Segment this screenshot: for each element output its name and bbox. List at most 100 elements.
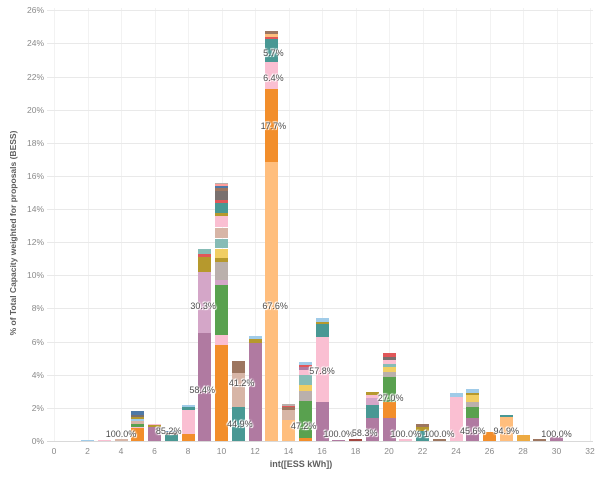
bar-segment[interactable] [265,88,279,162]
bar-segment[interactable] [215,187,228,191]
bar-segment[interactable] [131,424,145,428]
bar-segment[interactable] [198,272,212,334]
bar-segment[interactable] [365,397,379,406]
bar-segment[interactable] [215,335,228,345]
bar-segment[interactable] [466,401,480,407]
bar-segment[interactable] [215,344,228,441]
bar-segment[interactable] [248,339,262,344]
bar-segment[interactable] [215,212,228,216]
bar-segment[interactable] [265,38,279,63]
bar-segment[interactable] [231,372,245,407]
bar-segment[interactable] [282,406,295,411]
bar-segment[interactable] [298,361,312,365]
bar-segment[interactable] [382,401,396,419]
bar-segment[interactable] [265,161,279,441]
bar-segment[interactable] [282,404,295,406]
bar-segment[interactable] [516,435,530,441]
bar-segment[interactable] [298,364,312,368]
bar-segment[interactable] [298,369,312,375]
bar-segment[interactable] [298,401,312,438]
bar-segment[interactable] [215,190,228,200]
bar-segment[interactable] [215,280,228,286]
bar-segment[interactable] [365,391,379,396]
bar-segment[interactable] [483,431,496,441]
bar-segment[interactable] [97,439,111,441]
bar-segment[interactable] [382,363,396,367]
bar-segment[interactable] [298,391,312,402]
bar-segment[interactable] [315,318,329,322]
bar-segment[interactable] [298,437,312,441]
bar-segment[interactable] [131,427,145,429]
bar-segment[interactable] [198,257,212,272]
bar-segment[interactable] [215,199,228,203]
bar-segment[interactable] [466,406,480,419]
bar-segment[interactable] [533,439,547,441]
bar-segment[interactable] [215,262,228,281]
bar-segment[interactable] [416,431,429,441]
bar-segment[interactable] [114,439,128,441]
bar-segment[interactable] [81,439,94,441]
bar-segment[interactable] [215,258,228,263]
bar-segment[interactable] [181,404,195,407]
bar-segment[interactable] [382,356,396,360]
bar-segment[interactable] [416,426,429,431]
bar-segment[interactable] [332,439,346,441]
bar-segment[interactable] [131,421,145,425]
bar-segment[interactable] [181,433,195,441]
bar-segment[interactable] [499,416,513,441]
bar-segment[interactable] [282,405,295,407]
bar-segment[interactable] [164,431,178,433]
bar-segment[interactable] [382,366,396,372]
bar-segment[interactable] [265,36,279,39]
bar-segment[interactable] [215,184,228,186]
bar-segment[interactable] [365,395,379,398]
bar-segment[interactable] [215,215,228,228]
bar-segment[interactable] [365,405,379,419]
bar-segment[interactable] [181,406,195,410]
bar-segment[interactable] [164,435,178,441]
bar-segment[interactable] [215,238,228,249]
bar-segment[interactable] [181,410,195,434]
bar-segment[interactable] [131,415,145,418]
bar-segment[interactable] [148,423,161,425]
bar-segment[interactable] [449,392,463,397]
bar-segment[interactable] [349,438,362,441]
bar-segment[interactable] [198,248,212,255]
bar-segment[interactable] [416,424,429,427]
bar-segment[interactable] [432,439,446,441]
bar-segment[interactable] [466,388,480,393]
bar-segment[interactable] [231,360,245,373]
bar-segment[interactable] [231,406,245,441]
bar-segment[interactable] [382,360,396,364]
bar-segment[interactable] [198,254,212,258]
bar-segment[interactable] [131,417,145,419]
bar-segment[interactable] [265,62,279,89]
bar-segment[interactable] [248,343,262,441]
bar-segment[interactable] [198,333,212,441]
bar-segment[interactable] [382,418,396,441]
bar-segment[interactable] [315,402,329,441]
bar-segment[interactable] [399,439,413,441]
bar-segment[interactable] [215,248,228,259]
bar-segment[interactable] [282,420,295,441]
bar-segment[interactable] [131,418,145,422]
bar-segment[interactable] [550,436,563,441]
bar-segment[interactable] [215,202,228,213]
bar-segment[interactable] [164,432,178,436]
bar-segment[interactable] [365,418,379,441]
bar-segment[interactable] [215,227,228,239]
bar-segment[interactable] [315,336,329,403]
bar-segment[interactable] [382,353,396,357]
bar-segment[interactable] [382,376,396,402]
bar-segment[interactable] [248,335,262,340]
bar-segment[interactable] [298,374,312,385]
bar-segment[interactable] [215,285,228,335]
bar-segment[interactable] [215,185,228,188]
bar-segment[interactable] [315,324,329,337]
bar-segment[interactable] [215,182,228,185]
bar-segment[interactable] [298,384,312,392]
bar-segment[interactable] [382,371,396,377]
bar-segment[interactable] [148,424,161,427]
bar-segment[interactable] [499,415,513,417]
bar-segment[interactable] [315,321,329,325]
